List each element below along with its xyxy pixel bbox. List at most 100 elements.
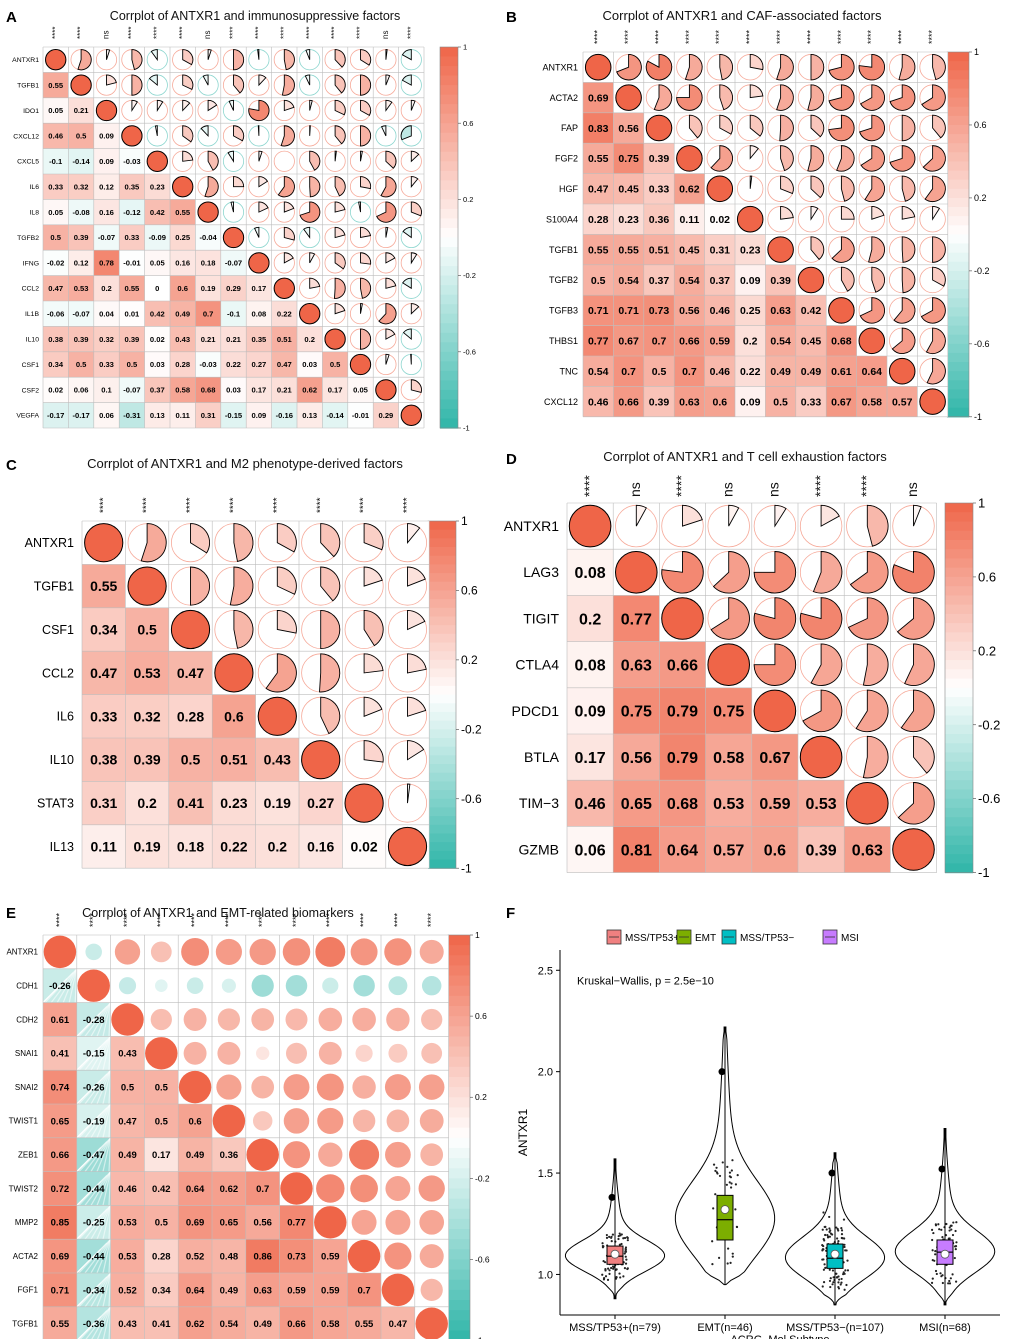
corr-value: 0.05: [48, 208, 64, 217]
corr-pie: [407, 566, 426, 587]
colorbar-step: [428, 521, 456, 531]
colorbar-step: [448, 1127, 470, 1139]
corr-value: 0.65: [220, 1218, 239, 1229]
corr-cell: [567, 595, 614, 642]
hatch-line: [90, 1036, 112, 1071]
corr-circle: [150, 941, 172, 963]
corr-value: 0.16: [99, 208, 114, 217]
hatch-line: [78, 1069, 112, 1105]
corr-cell: [119, 275, 145, 301]
corr-circle: [186, 977, 204, 994]
jitter-point: [931, 1277, 934, 1280]
corr-pie: [200, 125, 209, 138]
corr-value: 0.5: [127, 360, 138, 369]
corr-pie: [334, 303, 346, 315]
significance-label: ****: [142, 497, 153, 513]
corr-pie: [229, 566, 254, 606]
box: [716, 1194, 734, 1241]
corr-value: 0.17: [252, 284, 267, 293]
corr-cell: [751, 780, 798, 827]
row-label: TGFB2: [17, 235, 39, 242]
corr-pie: [227, 150, 234, 163]
jitter-point: [825, 1228, 828, 1231]
outlier-point: [828, 1169, 836, 1177]
corr-value: 0.2: [743, 336, 758, 348]
corr-cell: [674, 264, 705, 296]
corr-value: 0.77: [287, 1218, 306, 1229]
corr-pie: [812, 551, 843, 594]
hatch-line: [90, 1238, 112, 1274]
corr-pie: [810, 643, 843, 686]
corr-pie: [385, 150, 397, 169]
colorbar-step: [945, 715, 973, 726]
significance-label: ****: [257, 912, 267, 927]
corr-circle: [217, 1041, 241, 1065]
corr-cell: [68, 377, 94, 403]
corr-pie: [334, 99, 346, 116]
jitter-point: [626, 1267, 629, 1271]
corr-cell: [246, 402, 272, 428]
colorbar-step: [440, 208, 458, 220]
corr-cell: [798, 780, 845, 827]
x-axis-title: ACRG_Mol.Subtype: [730, 1334, 829, 1339]
hatch-line: [90, 1171, 112, 1206]
corr-circle: [419, 1244, 444, 1269]
jitter-point: [828, 1235, 831, 1238]
corr-cell: [178, 1104, 212, 1138]
corr-pie: [840, 266, 855, 292]
corr-pie: [309, 252, 316, 264]
corr-circle: [318, 1142, 343, 1167]
corr-pie: [380, 176, 397, 198]
colorbar-step: [448, 1137, 470, 1149]
corr-cell: [93, 377, 120, 403]
corr-pie: [410, 201, 422, 217]
colorbar-step: [440, 294, 458, 305]
row-label: S100A4: [546, 214, 578, 224]
corr-pie: [233, 609, 254, 649]
corr-pie: [385, 74, 391, 86]
corr-cell: [245, 1273, 280, 1307]
colorbar-step: [428, 599, 456, 609]
colorbar-step: [947, 61, 969, 71]
row-label: IL8: [30, 209, 40, 216]
corr-value: 0.74: [51, 1083, 70, 1094]
corr-value: 0.46: [710, 366, 731, 378]
jitter-point: [840, 1226, 843, 1230]
colorbar-step: [947, 106, 969, 117]
corr-cell: [220, 351, 247, 378]
jitter-point: [728, 1171, 732, 1174]
corr-value: 0.66: [51, 1150, 70, 1161]
corr-pie: [182, 74, 194, 91]
corr-circle: [420, 1278, 443, 1302]
legend-label: MSS/TP53+: [625, 933, 679, 944]
jitter-point: [620, 1242, 623, 1246]
corr-pie: [320, 566, 341, 602]
corr-cell: [659, 826, 706, 873]
corr-cell: [43, 1070, 77, 1104]
corrplot-immunosuppressive: Corrplot of ANTXR1 and immunosuppressive…: [12, 9, 476, 433]
jitter-point: [837, 1229, 840, 1232]
row-label: TIM−3: [519, 795, 559, 811]
corr-value: 0.67: [618, 336, 639, 348]
corr-value: 0.57: [892, 396, 913, 408]
corr-cell: [583, 82, 614, 113]
corr-pie: [707, 643, 750, 686]
corr-pie: [900, 689, 935, 733]
hatch-line: [96, 1103, 112, 1139]
significance-label: ****: [279, 27, 288, 39]
colorbar-step: [440, 247, 458, 258]
significance-label: ****: [229, 497, 240, 513]
jitter-point: [711, 1240, 714, 1243]
corr-cell: [798, 826, 845, 873]
hatch-line: [90, 1002, 112, 1037]
colorbar-step: [947, 316, 969, 327]
row-label: TGFB1: [34, 579, 74, 593]
corr-pie: [661, 551, 704, 594]
corr-value: 0.23: [150, 182, 165, 191]
corr-pie: [334, 74, 346, 94]
corr-pie: [301, 740, 341, 780]
corr-pie: [363, 696, 383, 717]
corr-circle: [421, 1042, 443, 1064]
corr-value: 0.64: [186, 1184, 205, 1195]
corr-cell: [119, 148, 145, 174]
